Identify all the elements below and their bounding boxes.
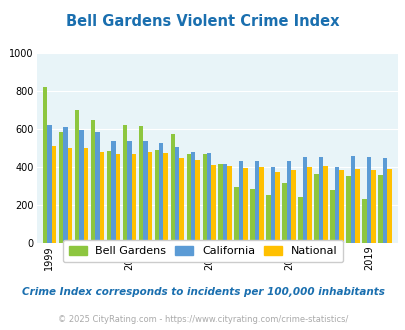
Text: Bell Gardens Violent Crime Index: Bell Gardens Violent Crime Index	[66, 14, 339, 29]
Bar	[202, 154, 207, 243]
Bar	[170, 134, 175, 243]
Bar	[175, 147, 179, 243]
Bar	[254, 161, 259, 243]
Bar	[83, 148, 88, 243]
Bar	[307, 167, 311, 243]
Bar	[99, 152, 104, 243]
Bar	[218, 164, 222, 243]
Bar	[58, 132, 63, 243]
Bar	[127, 141, 131, 243]
Bar	[377, 175, 382, 243]
Legend: Bell Gardens, California, National: Bell Gardens, California, National	[63, 240, 342, 262]
Bar	[47, 125, 51, 243]
Bar	[286, 161, 291, 243]
Bar	[234, 186, 239, 243]
Bar	[330, 190, 334, 243]
Bar	[222, 164, 227, 243]
Bar	[298, 197, 302, 243]
Bar	[282, 183, 286, 243]
Bar	[95, 132, 99, 243]
Bar	[366, 157, 371, 243]
Bar	[386, 170, 391, 243]
Bar	[345, 176, 350, 243]
Bar	[259, 167, 263, 243]
Bar	[322, 166, 327, 243]
Bar	[318, 157, 322, 243]
Bar	[159, 143, 163, 243]
Bar	[250, 189, 254, 243]
Bar	[143, 141, 147, 243]
Bar	[63, 127, 67, 243]
Text: © 2025 CityRating.com - https://www.cityrating.com/crime-statistics/: © 2025 CityRating.com - https://www.city…	[58, 315, 347, 324]
Bar	[186, 154, 190, 243]
Bar	[122, 125, 127, 243]
Bar	[163, 153, 168, 243]
Bar	[90, 120, 95, 243]
Bar	[339, 170, 343, 243]
Bar	[190, 152, 195, 243]
Bar	[382, 158, 386, 243]
Bar	[270, 167, 275, 243]
Bar	[350, 156, 354, 243]
Bar	[211, 165, 215, 243]
Bar	[313, 174, 318, 243]
Bar	[195, 160, 199, 243]
Bar	[371, 170, 375, 243]
Bar	[111, 141, 115, 243]
Bar	[227, 166, 231, 243]
Bar	[115, 154, 120, 243]
Bar	[291, 170, 295, 243]
Bar	[362, 199, 366, 243]
Bar	[75, 110, 79, 243]
Bar	[106, 151, 111, 243]
Bar	[138, 126, 143, 243]
Bar	[266, 195, 270, 243]
Bar	[79, 130, 83, 243]
Bar	[302, 157, 307, 243]
Bar	[334, 167, 339, 243]
Bar	[275, 172, 279, 243]
Bar	[131, 154, 136, 243]
Bar	[239, 161, 243, 243]
Bar	[67, 148, 72, 243]
Bar	[154, 149, 159, 243]
Bar	[354, 170, 359, 243]
Text: Crime Index corresponds to incidents per 100,000 inhabitants: Crime Index corresponds to incidents per…	[21, 287, 384, 297]
Bar	[207, 153, 211, 243]
Bar	[243, 168, 247, 243]
Bar	[179, 158, 183, 243]
Bar	[147, 152, 151, 243]
Bar	[51, 146, 56, 243]
Bar	[43, 87, 47, 243]
